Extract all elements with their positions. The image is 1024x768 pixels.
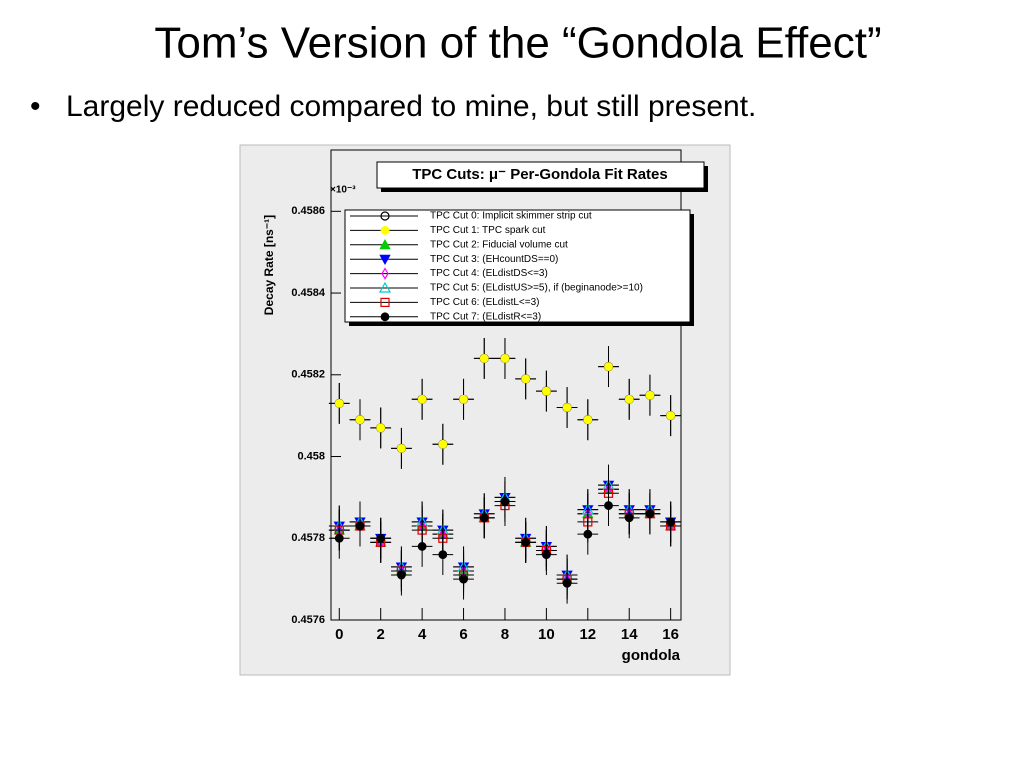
legend-label: TPC Cut 1: TPC spark cut <box>430 225 546 236</box>
x-tick-label: 16 <box>662 626 679 643</box>
y-tick-label: 0.4578 <box>291 532 325 544</box>
marker <box>417 394 427 404</box>
y-tick-label: 0.4584 <box>291 287 326 299</box>
x-tick-label: 8 <box>501 626 509 643</box>
marker <box>500 497 510 506</box>
legend-label: TPC Cut 4: (ELdistDS<=3) <box>430 268 548 279</box>
x-tick-label: 14 <box>621 626 638 643</box>
x-axis-label: gondola <box>622 647 681 664</box>
legend-marker <box>380 297 390 307</box>
bullet: Largely reduced compared to mine, but st… <box>66 90 756 123</box>
marker <box>355 521 365 531</box>
bullet-dot: • <box>30 90 41 123</box>
marker <box>562 578 572 588</box>
marker <box>645 390 655 400</box>
marker <box>500 354 510 363</box>
y-multiplier: ×10⁻³ <box>330 185 356 196</box>
marker <box>397 570 406 580</box>
marker <box>417 542 427 551</box>
y-tick-label: 0.4576 <box>291 614 325 626</box>
x-tick-label: 6 <box>459 626 467 643</box>
y-tick-label: 0.458 <box>297 450 325 462</box>
legend-label: TPC Cut 6: (ELdistL<=3) <box>430 297 540 308</box>
legend-marker <box>380 312 390 322</box>
marker <box>376 423 386 433</box>
legend-marker <box>379 238 391 250</box>
plot-frame <box>330 149 682 621</box>
marker <box>541 386 551 396</box>
x-tick-label: 12 <box>579 626 596 643</box>
marker <box>604 362 613 372</box>
title-box <box>376 161 705 189</box>
marker <box>624 513 634 523</box>
legend <box>344 209 691 323</box>
y-tick-label: 0.4582 <box>291 369 325 381</box>
chart-title: TPC Cuts: μ⁻ Per-Gondola Fit Rates <box>412 166 667 183</box>
x-tick-label: 0 <box>335 626 343 643</box>
marker <box>334 398 344 408</box>
legend-label: TPC Cut 3: (EHcountDS==0) <box>430 254 558 265</box>
marker <box>583 529 593 539</box>
marker <box>459 394 468 404</box>
marker <box>541 550 551 560</box>
legend-marker <box>378 281 392 293</box>
x-tick-label: 10 <box>538 626 555 643</box>
marker <box>604 501 613 510</box>
legend-marker <box>379 254 391 266</box>
x-tick-label: 4 <box>418 626 427 643</box>
marker <box>521 374 531 384</box>
y-tick-label: 0.4586 <box>291 205 325 217</box>
legend-marker <box>380 211 390 221</box>
marker <box>624 394 634 404</box>
marker <box>479 513 489 523</box>
legend-marker <box>381 267 389 280</box>
slide-title: Tom’s Version of the “Gondola Effect” <box>154 19 881 68</box>
marker <box>583 415 593 425</box>
marker <box>479 354 489 363</box>
legend-label: TPC Cut 7: (ELdistR<=3) <box>430 311 541 322</box>
marker <box>521 537 531 547</box>
legend-label: TPC Cut 0: Implicit skimmer strip cut <box>430 211 592 222</box>
marker <box>645 509 655 519</box>
marker <box>562 403 572 412</box>
marker <box>334 533 344 543</box>
marker <box>438 550 448 560</box>
marker <box>376 533 386 543</box>
marker <box>397 443 406 453</box>
marker <box>666 411 676 421</box>
y-axis-label: Decay Rate [ns⁻¹] <box>262 215 276 315</box>
marker <box>438 439 448 449</box>
legend-marker <box>380 225 390 235</box>
marker <box>355 415 365 425</box>
x-tick-label: 2 <box>377 626 385 643</box>
legend-label: TPC Cut 2: Fiducial volume cut <box>430 239 568 250</box>
legend-label: TPC Cut 5: (ELdistUS>=5), if (beginanode… <box>430 283 643 294</box>
marker <box>459 574 468 584</box>
marker <box>666 517 676 527</box>
